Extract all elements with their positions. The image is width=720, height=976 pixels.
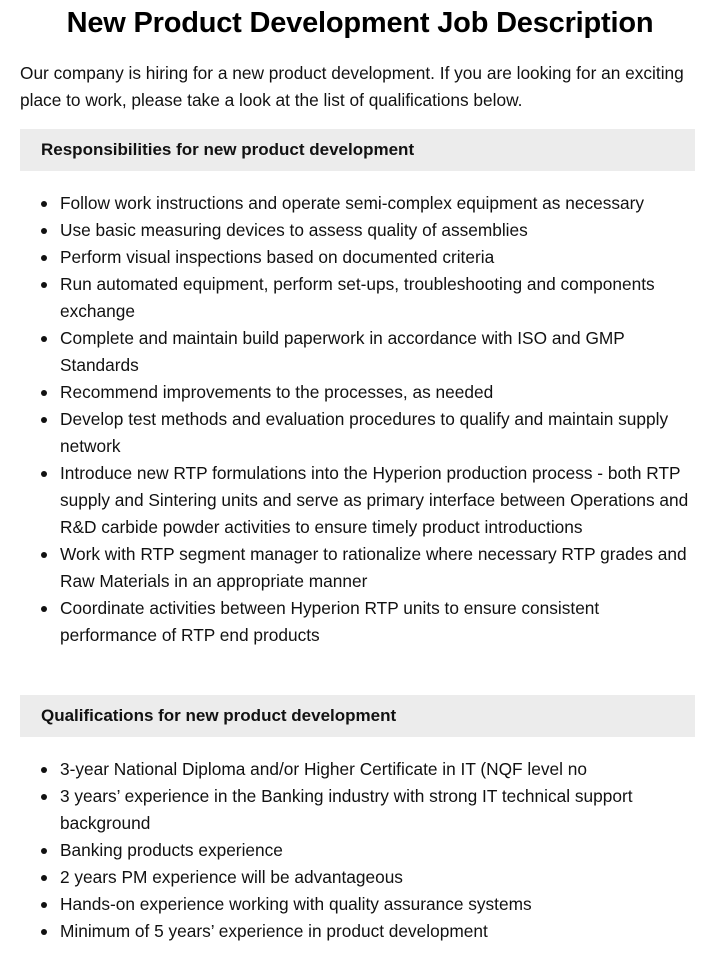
bullet-icon: [41, 471, 47, 477]
qualifications-list: 3-year National Diploma and/or Higher Ce…: [20, 756, 690, 945]
bullet-icon: [41, 201, 47, 207]
responsibilities-heading: Responsibilities for new product develop…: [20, 129, 695, 171]
list-item: Follow work instructions and operate sem…: [41, 190, 690, 217]
bullet-icon: [41, 794, 47, 800]
page-title: New Product Development Job Description: [66, 7, 654, 39]
list-item: Perform visual inspections based on docu…: [41, 244, 690, 271]
list-item: Introduce new RTP formulations into the …: [41, 460, 690, 541]
list-item-text: Banking products experience: [60, 840, 283, 860]
list-item: 3 years’ experience in the Banking indus…: [41, 783, 690, 837]
list-item-text: Work with RTP segment manager to rationa…: [60, 544, 687, 591]
bullet-icon: [41, 848, 47, 854]
list-item-text: Complete and maintain build paperwork in…: [60, 328, 625, 375]
bullet-icon: [41, 875, 47, 881]
intro-paragraph: Our company is hiring for a new product …: [20, 63, 684, 110]
list-item: Work with RTP segment manager to rationa…: [41, 541, 690, 595]
list-item: Use basic measuring devices to assess qu…: [41, 217, 690, 244]
qualifications-heading: Qualifications for new product developme…: [20, 695, 695, 737]
bullet-icon: [41, 255, 47, 261]
list-item: Run automated equipment, perform set-ups…: [41, 271, 690, 325]
list-item: Minimum of 5 years’ experience in produc…: [41, 918, 690, 945]
list-item-text: 2 years PM experience will be advantageo…: [60, 867, 403, 887]
bullet-icon: [41, 390, 47, 396]
list-item-text: 3 years’ experience in the Banking indus…: [60, 786, 633, 833]
responsibilities-list: Follow work instructions and operate sem…: [20, 190, 690, 649]
bullet-icon: [41, 282, 47, 288]
bullet-icon: [41, 902, 47, 908]
bullet-icon: [41, 552, 47, 558]
list-item-text: Run automated equipment, perform set-ups…: [60, 274, 655, 321]
list-item-text: Follow work instructions and operate sem…: [60, 193, 644, 213]
list-item-text: Coordinate activities between Hyperion R…: [60, 598, 600, 645]
bullet-icon: [41, 929, 47, 935]
list-item: Banking products experience: [41, 837, 690, 864]
list-item: Coordinate activities between Hyperion R…: [41, 595, 690, 649]
list-item: Complete and maintain build paperwork in…: [41, 325, 690, 379]
list-item: 2 years PM experience will be advantageo…: [41, 864, 690, 891]
list-item: 3-year National Diploma and/or Higher Ce…: [41, 756, 690, 783]
list-item-text: Use basic measuring devices to assess qu…: [60, 220, 528, 240]
bullet-icon: [41, 228, 47, 234]
list-item-text: 3-year National Diploma and/or Higher Ce…: [60, 759, 587, 779]
list-item-text: Minimum of 5 years’ experience in produc…: [60, 921, 488, 941]
list-item-text: Perform visual inspections based on docu…: [60, 247, 495, 267]
list-item-text: Develop test methods and evaluation proc…: [60, 409, 669, 456]
bullet-icon: [41, 767, 47, 773]
list-item: Recommend improvements to the processes,…: [41, 379, 690, 406]
list-item: Develop test methods and evaluation proc…: [41, 406, 690, 460]
bullet-icon: [41, 417, 47, 423]
list-item: Hands-on experience working with quality…: [41, 891, 690, 918]
bullet-icon: [41, 336, 47, 342]
bullet-icon: [41, 606, 47, 612]
list-item-text: Introduce new RTP formulations into the …: [60, 463, 689, 537]
list-item-text: Hands-on experience working with quality…: [60, 894, 532, 914]
list-item-text: Recommend improvements to the processes,…: [60, 382, 494, 402]
